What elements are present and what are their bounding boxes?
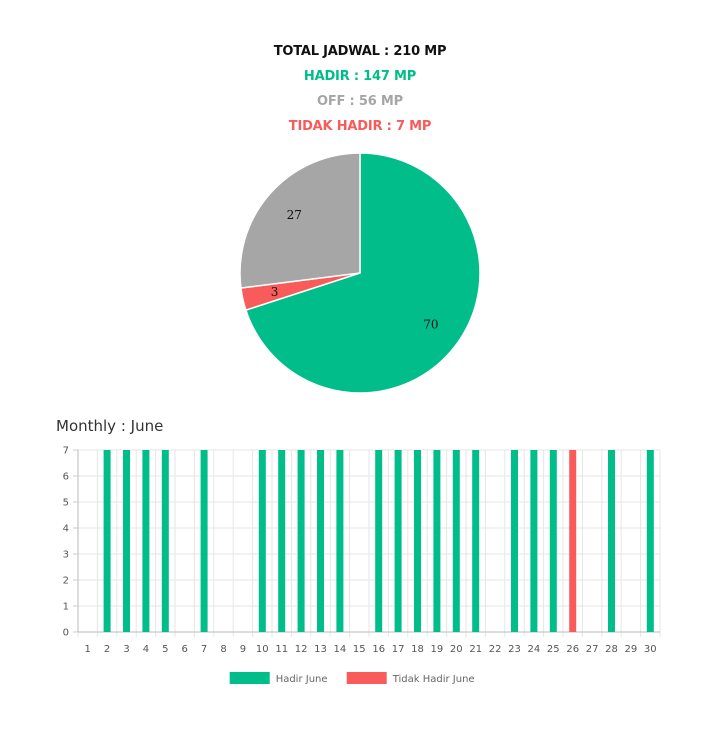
bar [297, 450, 305, 632]
x-tick-label: 21 [469, 644, 482, 655]
x-tick-label: 17 [392, 644, 405, 655]
y-tick-label: 1 [63, 602, 69, 613]
x-tick-label: 26 [566, 644, 579, 655]
y-tick-label: 6 [63, 472, 69, 483]
summary-total-schedule: TOTAL JADWAL : 210 MP [273, 44, 447, 59]
x-tick-label: 16 [372, 644, 385, 655]
y-tick-label: 5 [63, 498, 69, 509]
bar [452, 450, 460, 632]
attendance-pie-chart: 70 3 27 [239, 152, 481, 394]
bar [123, 450, 130, 632]
x-tick-label: 5 [162, 644, 168, 655]
y-tick-label: 0 [63, 628, 69, 639]
x-tick-label: 2 [104, 644, 110, 655]
pie-slice [244, 152, 481, 394]
bar [608, 450, 615, 632]
summary-present: HADIR : 147 MP [303, 69, 417, 84]
bar [530, 450, 538, 632]
pie-slice [239, 152, 361, 289]
x-tick-label: 4 [143, 644, 149, 655]
x-tick-label: 6 [182, 644, 188, 655]
legend-swatch [229, 672, 270, 684]
x-tick-label: 1 [85, 644, 91, 655]
bar [472, 450, 480, 632]
summary-absent: TIDAK HADIR : 7 MP [288, 119, 432, 134]
x-tick-label: 14 [334, 644, 347, 655]
x-tick-label: 29 [625, 644, 638, 655]
legend-label: Hadir June [276, 674, 328, 685]
x-tick-label: 22 [489, 644, 502, 655]
bar [258, 450, 266, 632]
x-tick-label: 19 [431, 644, 444, 655]
x-tick-label: 3 [123, 644, 129, 655]
x-tick-label: 11 [275, 644, 288, 655]
x-tick-label: 25 [547, 644, 560, 655]
y-tick-label: 7 [63, 446, 69, 457]
x-tick-label: 13 [314, 644, 327, 655]
x-tick-label: 8 [220, 644, 226, 655]
bar [414, 450, 421, 632]
x-tick-label: 27 [586, 644, 599, 655]
x-tick-label: 9 [240, 644, 246, 655]
pie-slice-label: 27 [287, 208, 302, 222]
y-tick-label: 2 [63, 576, 69, 587]
bar [161, 450, 169, 632]
y-tick-label: 4 [63, 524, 69, 535]
bar [394, 450, 402, 632]
monthly-chart-title: Monthly : June [56, 417, 164, 435]
summary-off: OFF : 56 MP [317, 94, 403, 109]
legend-swatch [346, 672, 387, 684]
x-tick-label: 12 [295, 644, 308, 655]
x-tick-label: 10 [256, 644, 269, 655]
bar [375, 450, 383, 632]
x-tick-label: 18 [411, 644, 424, 655]
x-tick-label: 7 [201, 644, 207, 655]
bar [549, 450, 557, 632]
bar [278, 450, 286, 632]
x-tick-label: 28 [605, 644, 618, 655]
x-tick-label: 20 [450, 644, 463, 655]
bar [569, 450, 577, 632]
pie-slice-label: 70 [423, 317, 438, 331]
y-tick-label: 3 [63, 550, 69, 561]
pie-slice-label: 3 [271, 285, 279, 299]
x-tick-label: 30 [644, 644, 657, 655]
bar [511, 450, 518, 632]
bar [142, 450, 150, 632]
legend-label: Tidak Hadir June [392, 674, 475, 685]
bar [646, 450, 654, 632]
x-tick-label: 24 [528, 644, 541, 655]
bar [103, 450, 111, 632]
x-tick-label: 15 [353, 644, 366, 655]
bar [317, 450, 324, 632]
bar [200, 450, 208, 632]
x-tick-label: 23 [508, 644, 521, 655]
bar [433, 450, 441, 632]
bar [336, 450, 344, 632]
